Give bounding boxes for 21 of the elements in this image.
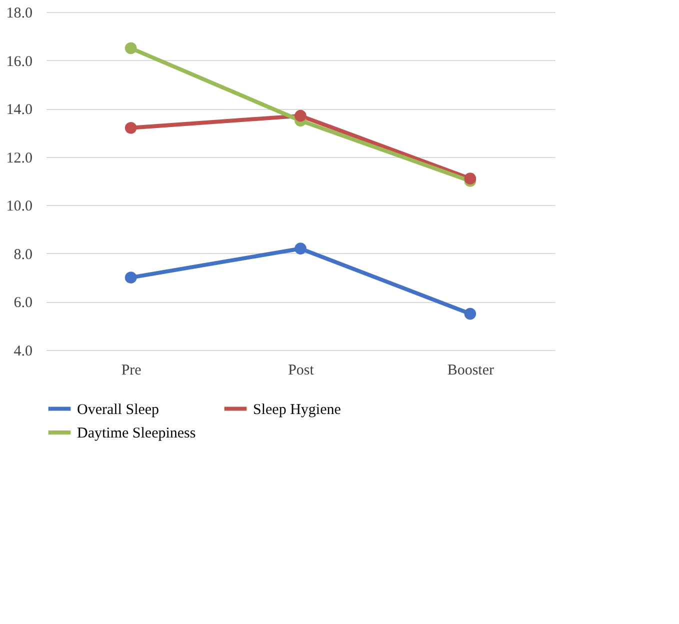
point — [124, 122, 137, 134]
x-tick-label: Pre — [121, 362, 142, 378]
y-tick-label: 8.0 — [14, 246, 32, 263]
x-tick-label: Booster — [447, 362, 494, 378]
y-tick-label: 18.0 — [6, 6, 32, 22]
point — [124, 42, 137, 54]
y-tick-label: 16.0 — [6, 54, 32, 70]
point — [294, 242, 306, 255]
point — [464, 308, 476, 320]
point — [124, 272, 137, 284]
legend-label: Sleep Hygiene — [253, 402, 342, 418]
legend-label: Daytime Sleepiness — [77, 426, 196, 442]
point — [294, 110, 306, 122]
point — [464, 172, 476, 184]
y-tick-label: 6.0 — [14, 295, 32, 312]
y-tick-label: 12.0 — [6, 150, 32, 166]
y-tick-label: 14.0 — [6, 102, 32, 118]
x-tick-label: Post — [288, 362, 315, 378]
legend-label: Overall Sleep — [77, 402, 160, 418]
y-tick-label: 4.0 — [14, 344, 32, 360]
y-tick-label: 10.0 — [6, 198, 32, 215]
